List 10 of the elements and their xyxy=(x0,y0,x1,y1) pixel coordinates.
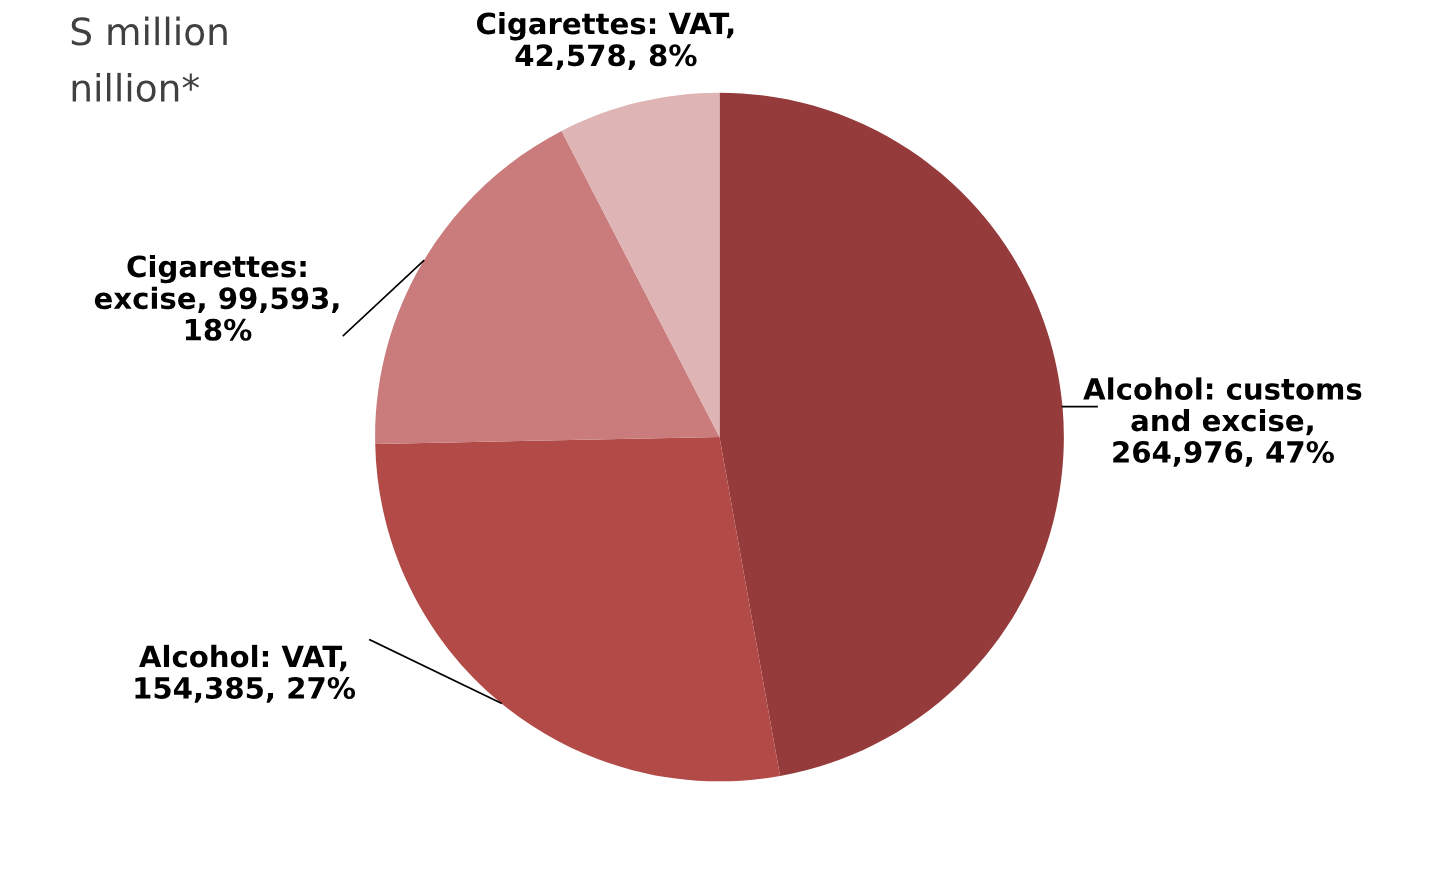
pie-slice xyxy=(375,130,720,444)
slice-label: Alcohol: VAT, 154,385, 27% xyxy=(135,644,356,703)
slice-label: Cigarettes: VAT, 42,578, 8% xyxy=(476,11,734,71)
slice-label: Alcohol: customs and excise, 264,976, 47% xyxy=(1083,377,1362,467)
pie-slice xyxy=(719,92,1064,776)
pie-slice xyxy=(561,92,720,437)
pie-slice xyxy=(375,437,781,782)
text: nillion* xyxy=(72,72,200,102)
text: S million xyxy=(71,16,227,46)
slice-label: Cigarettes: excise, 99,593, 18% xyxy=(94,254,339,341)
